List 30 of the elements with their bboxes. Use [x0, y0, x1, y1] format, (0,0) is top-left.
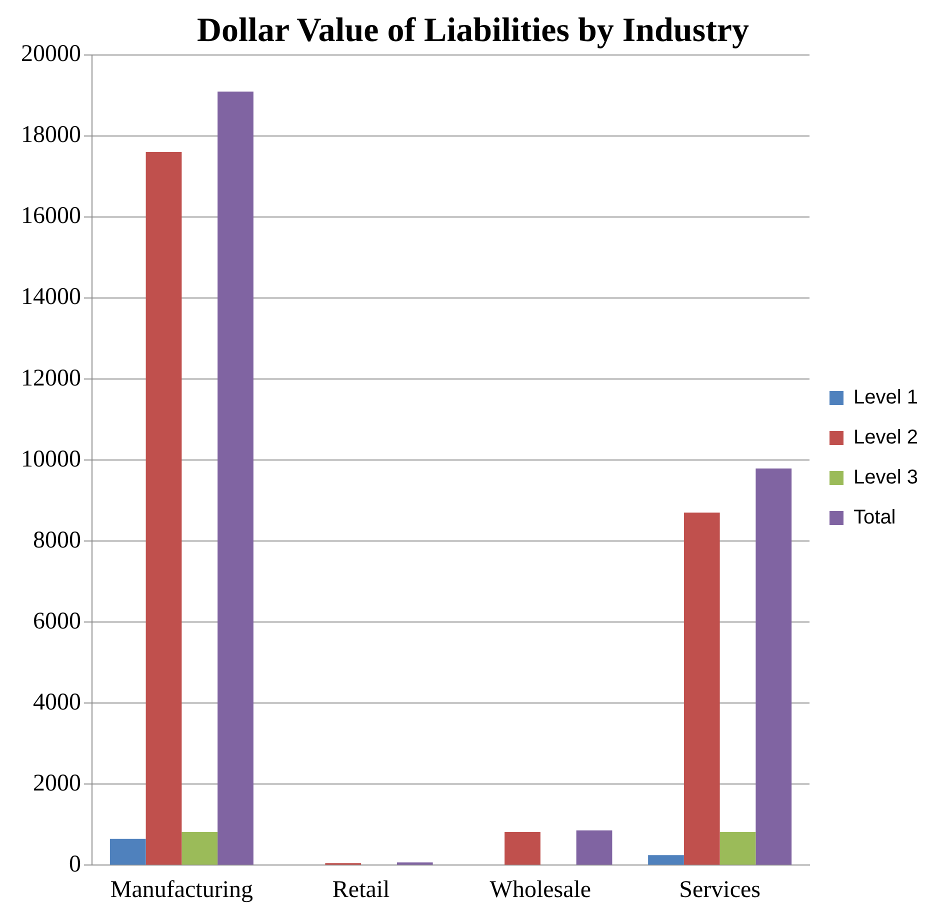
y-tick-label: 6000 [33, 608, 81, 634]
bar [720, 832, 756, 865]
y-tick-label: 4000 [33, 689, 81, 716]
y-tick-label: 12000 [21, 365, 81, 392]
legend-label: Level 3 [854, 466, 918, 489]
legend-label: Total [854, 506, 896, 529]
y-tick-label: 10000 [21, 446, 81, 472]
y-tick-label: 18000 [21, 122, 81, 148]
x-tick-label: Retail [332, 876, 390, 903]
bar [146, 152, 182, 865]
legend-label: Level 1 [854, 386, 918, 409]
chart-title: Dollar Value of Liabilities by Industry [197, 12, 749, 50]
x-tick-label: Manufacturing [110, 876, 253, 903]
y-tick-label: 14000 [21, 284, 81, 310]
y-tick-label: 0 [69, 851, 81, 878]
bar [504, 832, 540, 865]
y-tick-label: 16000 [21, 203, 81, 230]
legend-label: Level 2 [854, 426, 918, 449]
bar [576, 830, 612, 865]
bar [182, 832, 218, 865]
bar [684, 512, 720, 865]
x-tick-label: Wholesale [490, 876, 592, 903]
y-tick-label: 8000 [33, 527, 81, 554]
bar [110, 838, 146, 865]
x-tick-label: Services [679, 876, 760, 903]
y-tick-label: 20000 [21, 41, 81, 68]
bar [648, 855, 684, 865]
bar [756, 468, 792, 865]
y-tick-label: 2000 [33, 770, 81, 796]
bar [218, 92, 254, 865]
